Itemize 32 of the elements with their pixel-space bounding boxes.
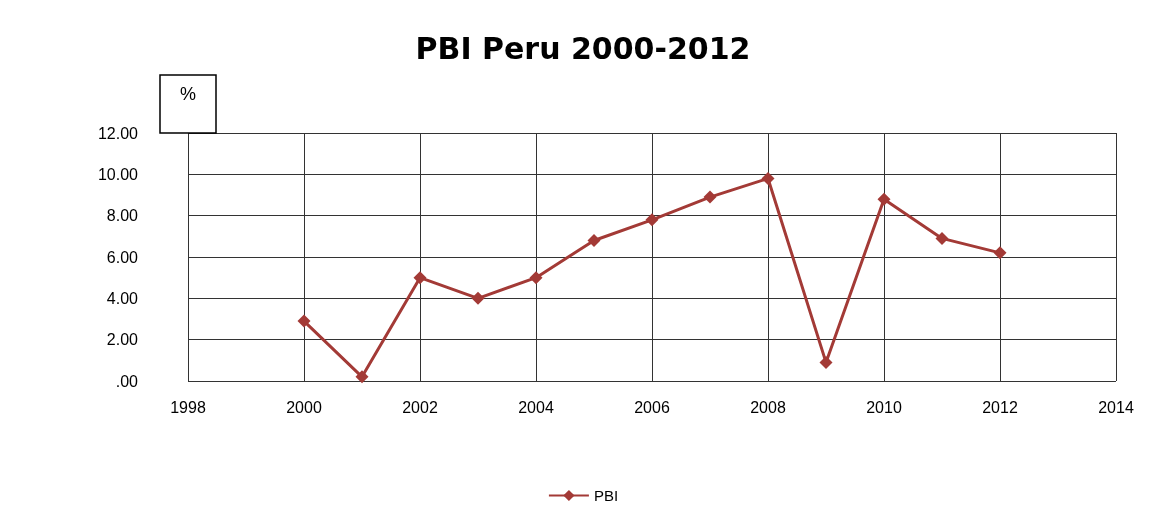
y-tick-label: .00	[115, 372, 139, 390]
point	[471, 291, 485, 305]
point	[819, 355, 833, 369]
x-tick-label: 2010	[866, 398, 902, 416]
chart-title: PBI Peru 2000-2012	[415, 30, 751, 66]
point	[877, 192, 891, 206]
x-tick-label: 2006	[634, 398, 670, 416]
point	[413, 271, 427, 285]
legend-label: PBI	[593, 487, 619, 504]
x-tick-label: 2004	[518, 398, 554, 416]
y-tick-label: 4.00	[106, 289, 139, 307]
point	[645, 213, 659, 227]
x-tick-label: 1998	[170, 398, 206, 416]
point	[935, 231, 949, 245]
x-tick-label: 2002	[402, 398, 438, 416]
point	[529, 271, 543, 285]
x-tick-label: 2000	[286, 398, 322, 416]
y-tick-label: 6.00	[106, 248, 139, 266]
y-tick-label: 12.00	[97, 124, 139, 142]
y-tick-label: 2.00	[106, 331, 139, 349]
y-axis-title: %	[179, 84, 197, 104]
point	[355, 370, 369, 384]
point	[761, 171, 775, 185]
x-tick-label: 2014	[1098, 398, 1134, 416]
point	[703, 190, 717, 204]
y-tick-label: 10.00	[97, 165, 139, 183]
point	[297, 314, 311, 328]
x-tick-label: 2012	[982, 398, 1018, 416]
point	[993, 246, 1007, 260]
point	[587, 233, 601, 247]
x-tick-label: 2008	[750, 398, 786, 416]
y-tick-label: 8.00	[106, 207, 139, 225]
